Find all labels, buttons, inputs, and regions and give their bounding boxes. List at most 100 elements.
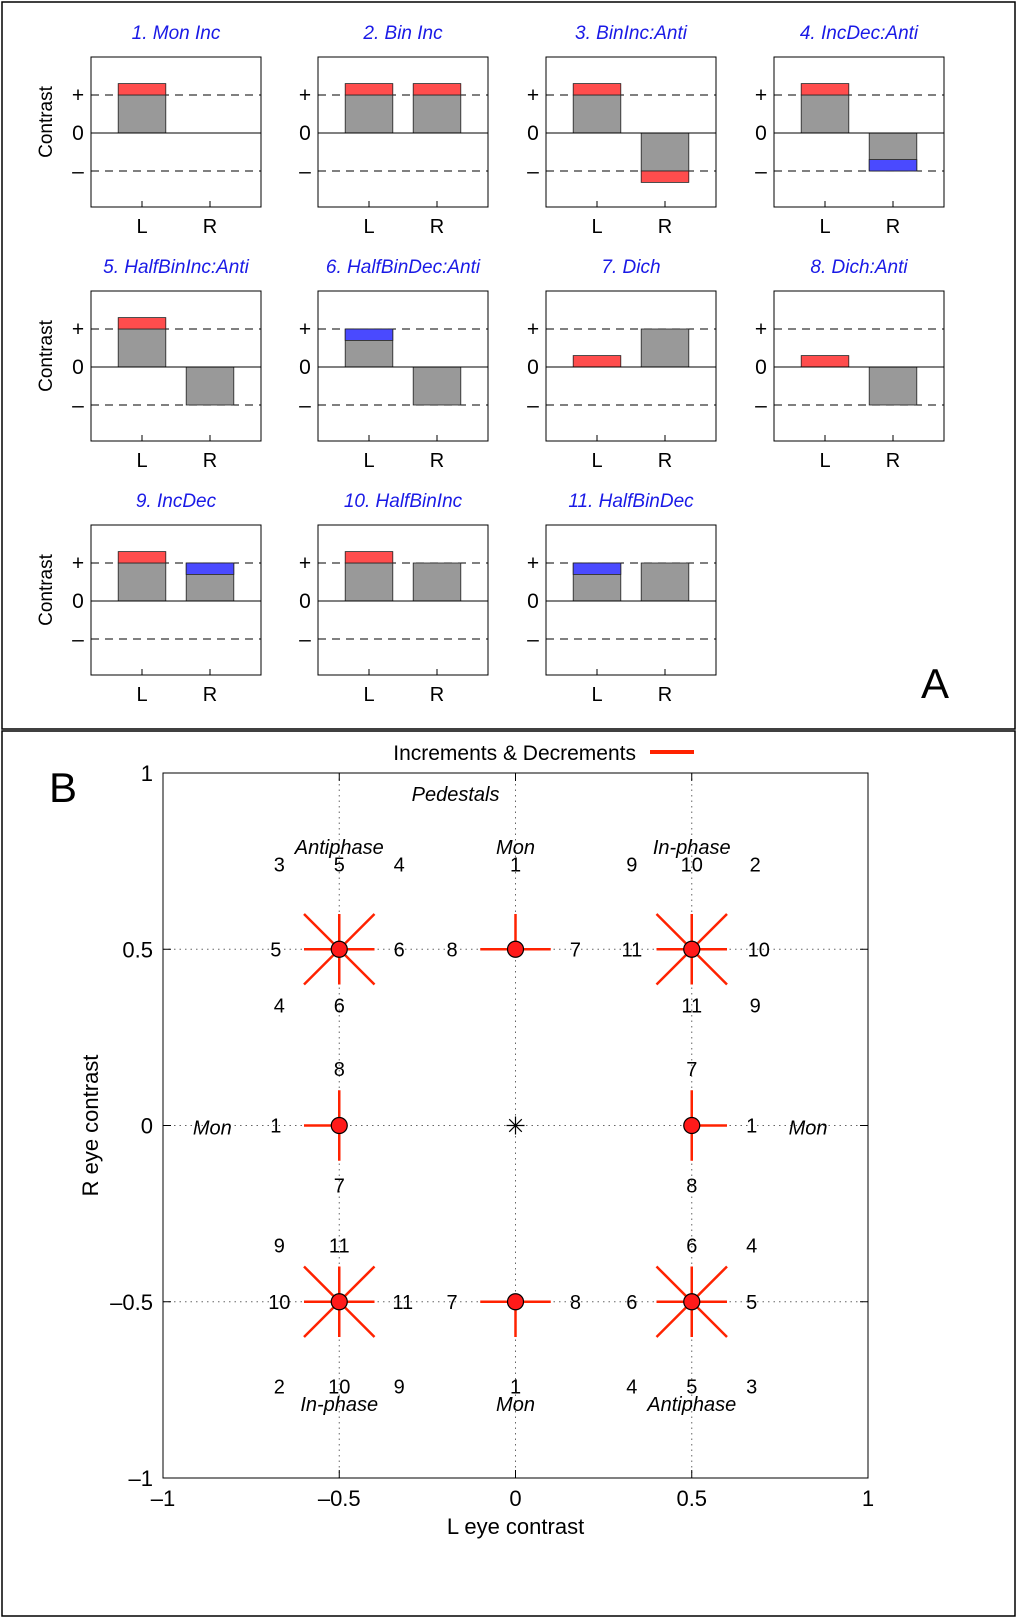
asterisk-stroke: [508, 1118, 523, 1133]
condition-number-label: 8: [334, 1059, 345, 1081]
eye-label: R: [430, 450, 444, 472]
increment-bar: [800, 83, 850, 96]
pedestal-bar: [412, 94, 462, 134]
y-tick-label: –: [299, 160, 311, 183]
eye-label: L: [591, 450, 602, 472]
eye-label: R: [203, 450, 217, 472]
subplot-frame: [90, 56, 262, 208]
condition-number-label: 4: [746, 1235, 757, 1257]
pedestal-marker: [330, 1116, 348, 1135]
y-tick-label: –: [299, 628, 311, 651]
condition-number-label: 6: [626, 1292, 637, 1314]
legend-label: Increments & Decrements: [393, 742, 636, 765]
pedestal-marker: [683, 1293, 701, 1311]
y-tick-label: –: [755, 394, 767, 417]
annotation-label: Antiphase: [646, 1394, 736, 1416]
pedestal-bar: [868, 366, 918, 406]
condition-number-label: 6: [394, 939, 405, 961]
y-axis-label: Contrast: [36, 553, 57, 626]
y-tick-label: –: [527, 160, 539, 183]
condition-number-label: 7: [686, 1059, 697, 1081]
subplot-title: 7. Dich: [601, 257, 660, 278]
y-tick-label: –: [72, 628, 84, 651]
pedestal-bar: [344, 94, 394, 134]
condition-number-label: 10: [268, 1292, 290, 1314]
y-tick-label: –1: [129, 1466, 153, 1491]
condition-number-label: 6: [334, 996, 345, 1018]
pedestal-marker: [330, 940, 348, 958]
eye-label: L: [363, 450, 374, 472]
y-tick-label: 0: [72, 122, 84, 145]
x-tick-label: –0.5: [318, 1486, 361, 1511]
condition-number-label: 1: [510, 855, 521, 877]
subplot-11: 11. HalfBinDec L R +0 –: [527, 491, 717, 706]
pedestal-bar: [800, 94, 850, 134]
pedestal-group: 6 4 6 5 4 5 3: [626, 1235, 757, 1398]
condition-number-label: 1: [746, 1116, 757, 1138]
subplot-1: 1. Mon Inc L R +0 –Contrast: [36, 23, 262, 238]
increment-bar: [117, 551, 167, 564]
eye-label: L: [136, 216, 147, 238]
y-tick-label: 0: [527, 122, 539, 145]
subplot-title: 5. HalfBinInc:Anti: [103, 257, 250, 278]
panel-b-letter: B: [49, 764, 77, 811]
pedestal-bar: [412, 366, 462, 406]
pedestal-bar: [640, 562, 690, 602]
annotation-label: Pedestals: [412, 784, 500, 806]
condition-number-label: 3: [746, 1376, 757, 1398]
condition-number-label: 10: [328, 1376, 350, 1398]
subplot-frame: [317, 524, 489, 676]
y-tick-label: +: [72, 552, 84, 575]
x-tick-label: –1: [151, 1486, 175, 1511]
annotation-label: Mon: [193, 1117, 232, 1139]
subplot-title: 4. IncDec:Anti: [800, 23, 919, 44]
condition-number-label: 11: [681, 996, 702, 1018]
y-axis-label: Contrast: [36, 319, 57, 392]
increment-bar: [344, 551, 394, 564]
pedestal-marker: [506, 940, 525, 958]
eye-label: R: [203, 216, 217, 238]
eye-label: R: [658, 684, 672, 706]
y-tick-label: +: [755, 318, 767, 341]
subplot-title: 2. Bin Inc: [362, 23, 443, 44]
condition-number-label: 11: [621, 939, 642, 961]
y-tick-label: +: [299, 318, 311, 341]
condition-number-label: 4: [394, 855, 405, 877]
condition-number-label: 4: [626, 1376, 637, 1398]
y-axis-label: R eye contrast: [78, 1055, 103, 1197]
y-tick-label: +: [527, 552, 539, 575]
y-tick-label: –: [527, 394, 539, 417]
subplot-title: 1. Mon Inc: [132, 23, 221, 44]
subplot-title: 8. Dich:Anti: [810, 257, 908, 278]
pedestal-marker: [683, 940, 701, 958]
increment-bar: [572, 83, 622, 96]
x-tick-label: 1: [862, 1486, 874, 1511]
increment-bar: [117, 317, 167, 330]
condition-number-label: 9: [274, 1235, 285, 1257]
condition-number-label: 9: [626, 855, 637, 877]
eye-label: L: [819, 450, 830, 472]
pedestal-bar: [117, 562, 167, 602]
eye-label: L: [591, 684, 602, 706]
subplot-frame: [317, 290, 489, 442]
y-tick-label: 0: [527, 356, 539, 379]
pedestal-group: 9 10 2 11 10 11 9: [621, 855, 769, 1018]
subplot-frame: [90, 524, 262, 676]
condition-number-label: 9: [750, 996, 761, 1018]
eye-label: R: [886, 216, 900, 238]
pedestal-bar: [640, 328, 690, 368]
subplot-title: 6. HalfBinDec:Anti: [326, 257, 481, 278]
y-tick-label: +: [527, 84, 539, 107]
condition-number-label: 3: [274, 855, 285, 877]
condition-number-label: 2: [750, 855, 761, 877]
subplot-title: 9. IncDec: [136, 491, 217, 512]
y-tick-label: 0: [141, 1114, 153, 1139]
condition-number-label: 11: [392, 1292, 413, 1314]
subplot-7: 7. Dich L R +0 –: [527, 257, 717, 472]
condition-number-label: 5: [270, 939, 281, 961]
subplot-title: 10. HalfBinInc: [344, 491, 463, 512]
condition-number-label: 5: [746, 1292, 757, 1314]
